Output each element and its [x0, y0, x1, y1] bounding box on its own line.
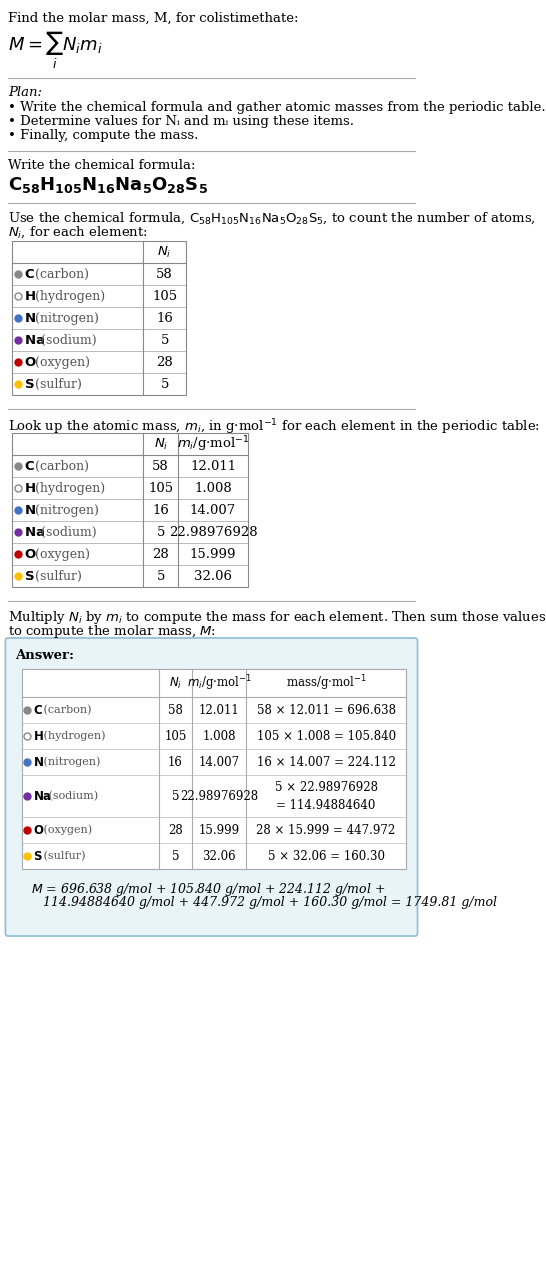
Text: $\mathbf{C}$: $\mathbf{C}$ [24, 460, 35, 473]
Text: 105: 105 [148, 482, 173, 494]
Text: 5 × 32.06 = 160.30: 5 × 32.06 = 160.30 [268, 850, 384, 862]
Text: 5: 5 [161, 377, 169, 391]
Text: (oxygen): (oxygen) [31, 548, 90, 561]
Text: $\mathbf{O}$: $\mathbf{O}$ [24, 355, 37, 368]
Text: Use the chemical formula, $\mathrm{C_{58}H_{105}N_{16}Na_5O_{28}S_5}$, to count : Use the chemical formula, $\mathrm{C_{58… [8, 211, 536, 227]
Text: (sodium): (sodium) [45, 791, 98, 801]
Text: 16: 16 [156, 312, 173, 325]
Text: mass/g·mol$^{-1}$: mass/g·mol$^{-1}$ [286, 673, 366, 693]
Text: Multiply $N_i$ by $m_i$ to compute the mass for each element. Then sum those val: Multiply $N_i$ by $m_i$ to compute the m… [8, 609, 546, 626]
Text: Find the molar mass, M, for colistimethate:: Find the molar mass, M, for colistimetha… [8, 11, 298, 25]
Text: 15.999: 15.999 [190, 548, 236, 561]
Text: 1.008: 1.008 [194, 482, 232, 494]
Bar [11, 433, 248, 587]
Text: $N_i$: $N_i$ [169, 675, 182, 691]
Text: $m_i$/g·mol$^{-1}$: $m_i$/g·mol$^{-1}$ [187, 673, 252, 693]
Bar [11, 241, 186, 395]
Text: 58 × 12.011 = 696.638: 58 × 12.011 = 696.638 [257, 703, 396, 716]
Text: 5: 5 [171, 790, 179, 803]
Text: (oxygen): (oxygen) [31, 355, 90, 368]
Text: 5 × 22.98976928: 5 × 22.98976928 [275, 781, 378, 794]
Text: $\mathbf{C_{58}H_{105}N_{16}Na_5O_{28}S_5}$: $\mathbf{C_{58}H_{105}N_{16}Na_5O_{28}S_… [8, 175, 207, 195]
Text: $\mathbf{Na}$: $\mathbf{Na}$ [33, 790, 52, 803]
Text: $m_i$/g·mol$^{-1}$: $m_i$/g·mol$^{-1}$ [177, 434, 250, 454]
Text: 58: 58 [152, 460, 169, 473]
Text: Plan:: Plan: [8, 87, 41, 99]
Text: 22.98976928: 22.98976928 [180, 790, 258, 803]
Text: 16 × 14.007 = 224.112: 16 × 14.007 = 224.112 [257, 755, 395, 768]
Text: • Write the chemical formula and gather atomic masses from the periodic table.: • Write the chemical formula and gather … [8, 101, 545, 113]
Text: $\mathbf{N}$: $\mathbf{N}$ [24, 503, 36, 516]
Text: 58: 58 [168, 703, 183, 716]
Text: $N_i$: $N_i$ [153, 437, 168, 451]
Text: $N_i$, for each element:: $N_i$, for each element: [8, 225, 147, 241]
Bar [22, 669, 406, 869]
Text: $M = \sum_i N_i m_i$: $M = \sum_i N_i m_i$ [8, 31, 102, 71]
Text: (sulfur): (sulfur) [39, 851, 85, 861]
Text: 12.011: 12.011 [199, 703, 240, 716]
Text: $\mathbf{H}$: $\mathbf{H}$ [33, 730, 44, 743]
Text: $\mathbf{C}$: $\mathbf{C}$ [24, 268, 35, 280]
Text: $N_i$: $N_i$ [157, 245, 172, 260]
Text: (hydrogen): (hydrogen) [31, 482, 105, 494]
Text: 105: 105 [164, 730, 187, 743]
FancyBboxPatch shape [5, 638, 418, 936]
Text: 16: 16 [168, 755, 183, 768]
Text: $\mathbf{H}$: $\mathbf{H}$ [24, 482, 36, 494]
Text: 28: 28 [156, 355, 173, 368]
Text: (nitrogen): (nitrogen) [31, 312, 99, 325]
Text: $\mathbf{Na}$: $\mathbf{Na}$ [24, 334, 45, 347]
Text: Answer:: Answer: [15, 648, 74, 662]
Text: $\mathbf{C}$: $\mathbf{C}$ [33, 703, 43, 716]
Text: Look up the atomic mass, $m_i$, in g·mol$^{-1}$ for each element in the periodic: Look up the atomic mass, $m_i$, in g·mol… [8, 417, 540, 437]
Text: $\mathbf{Na}$: $\mathbf{Na}$ [24, 525, 45, 539]
Text: 32.06: 32.06 [203, 850, 236, 862]
Text: $\mathbf{O}$: $\mathbf{O}$ [24, 548, 37, 561]
Text: (carbon): (carbon) [31, 460, 89, 473]
Text: $\mathbf{S}$: $\mathbf{S}$ [33, 850, 43, 862]
Text: 28 × 15.999 = 447.972: 28 × 15.999 = 447.972 [257, 823, 396, 837]
Text: $\mathbf{S}$: $\mathbf{S}$ [24, 569, 34, 582]
Text: Write the chemical formula:: Write the chemical formula: [8, 159, 195, 172]
Text: $\mathbf{H}$: $\mathbf{H}$ [24, 289, 36, 302]
Text: to compute the molar mass, $M$:: to compute the molar mass, $M$: [8, 623, 216, 640]
Text: 5: 5 [171, 850, 179, 862]
Text: (nitrogen): (nitrogen) [31, 503, 99, 516]
Text: 5: 5 [161, 334, 169, 347]
Text: 14.007: 14.007 [190, 503, 236, 516]
Text: 22.98976928: 22.98976928 [169, 525, 257, 539]
Text: 1.008: 1.008 [203, 730, 236, 743]
Text: 105: 105 [152, 289, 177, 302]
Text: $M$ = 696.638 g/mol + 105.840 g/mol + 224.112 g/mol +: $M$ = 696.638 g/mol + 105.840 g/mol + 22… [31, 882, 385, 898]
Text: (carbon): (carbon) [39, 705, 91, 715]
Text: 32.06: 32.06 [194, 569, 232, 582]
Text: • Determine values for Nᵢ and mᵢ using these items.: • Determine values for Nᵢ and mᵢ using t… [8, 115, 354, 127]
Text: $\mathbf{S}$: $\mathbf{S}$ [24, 377, 34, 391]
Text: (sodium): (sodium) [37, 334, 97, 347]
Text: 12.011: 12.011 [190, 460, 236, 473]
Text: $\mathbf{N}$: $\mathbf{N}$ [24, 312, 36, 325]
Text: (nitrogen): (nitrogen) [39, 757, 100, 767]
Text: (sodium): (sodium) [37, 525, 97, 539]
Text: 5: 5 [157, 569, 165, 582]
Text: • Finally, compute the mass.: • Finally, compute the mass. [8, 129, 198, 141]
Text: $\mathbf{O}$: $\mathbf{O}$ [33, 823, 45, 837]
Text: (carbon): (carbon) [31, 268, 89, 280]
Text: 105 × 1.008 = 105.840: 105 × 1.008 = 105.840 [257, 730, 396, 743]
Text: 5: 5 [157, 525, 165, 539]
Text: (hydrogen): (hydrogen) [39, 731, 105, 741]
Text: 28: 28 [168, 823, 183, 837]
Text: 58: 58 [156, 268, 173, 280]
Text: (oxygen): (oxygen) [39, 824, 92, 836]
Text: = 114.94884640: = 114.94884640 [276, 799, 376, 812]
Text: (sulfur): (sulfur) [31, 377, 82, 391]
Text: (hydrogen): (hydrogen) [31, 289, 105, 302]
Text: 14.007: 14.007 [199, 755, 240, 768]
Text: $\mathbf{N}$: $\mathbf{N}$ [33, 755, 44, 768]
Text: 114.94884640 g/mol + 447.972 g/mol + 160.30 g/mol = 1749.81 g/mol: 114.94884640 g/mol + 447.972 g/mol + 160… [43, 896, 497, 910]
Text: 15.999: 15.999 [199, 823, 240, 837]
Text: (sulfur): (sulfur) [31, 569, 82, 582]
Text: 28: 28 [152, 548, 169, 561]
Text: 16: 16 [152, 503, 169, 516]
